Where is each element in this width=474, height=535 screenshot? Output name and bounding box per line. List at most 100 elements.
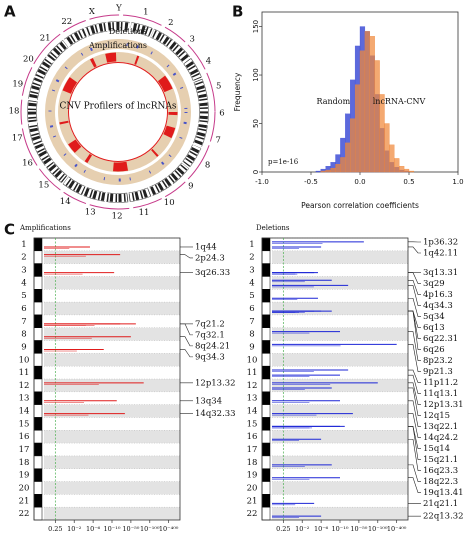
panel-title: Amplifications [19,224,71,232]
ideogram [33,481,43,495]
band-label: 8p23.2 [423,356,453,366]
ideogram [33,430,43,444]
row-band [44,507,180,520]
ideogram [261,365,271,380]
ideogram [261,404,271,418]
leader-line [408,246,421,254]
chromosome-label: Y [115,4,122,14]
row-band [272,353,408,367]
ideogram [261,442,271,457]
leader-line [408,272,421,284]
ideogram [261,340,271,354]
chromosome-label: 19 [247,471,258,481]
leader-line [180,336,193,347]
chromosome-label: 19 [12,80,23,90]
histogram-bar [354,84,361,173]
ideogram [261,481,271,495]
ideogram [261,250,271,264]
ideogram [33,494,43,508]
ideogram [33,276,43,290]
sector-gap [147,185,154,198]
chromosome-label: 16 [22,159,33,169]
leader-line [180,323,193,336]
x-tick-label: 10⁻⁶ [86,525,101,533]
band-label: 21q21.1 [423,499,458,509]
ideogram [33,353,43,367]
x-tick-label: 10⁻² [295,525,310,533]
chromosome-label: 8 [249,330,254,340]
ideogram [261,263,271,277]
ideogram [33,314,43,328]
track-label: Amplifications [88,41,147,50]
histogram-bar [335,164,341,173]
band-label: 7q21.2 [195,319,225,329]
leader-line [408,387,421,416]
ideogram [33,391,43,405]
band-label: 19q13.41 [423,488,464,498]
chromosome-label: 11 [139,208,150,218]
chromosome-label: 1 [143,7,148,17]
ideogram [261,417,271,431]
histogram-bar [320,170,326,173]
ideogram [261,237,271,252]
chromosome-label: 4 [249,278,254,288]
chromosome-label: 14 [247,407,258,417]
row-band [44,250,180,264]
x-tick-label: 10⁻² [67,525,82,533]
band-label: 6q13 [423,323,445,333]
chromosome-label: 6 [21,304,26,314]
band-label: 1q42.11 [423,249,458,259]
chromosome-label: 5 [249,291,254,301]
histogram-bar [408,170,415,173]
band-label: 16q23.3 [423,466,458,476]
chromosome-label: 2 [168,18,173,28]
deletion-ring [45,39,191,185]
x-tick-label: -1.0 [255,178,269,186]
ideogram [33,250,43,264]
sector-gap [81,185,88,197]
chromosome-label: 1 [249,240,254,250]
row-band [44,430,180,444]
chromosome-label: 3 [21,266,26,276]
row-band [44,455,180,469]
ring-edge [68,62,168,162]
chromosome-label: 17 [12,134,23,144]
band-label: 8q24.21 [195,341,230,351]
ring-edge [27,21,209,203]
histogram-bar [394,158,400,173]
leader-line [408,477,421,493]
chromosome-label: 5 [21,291,26,301]
ideogram-bands [28,22,208,202]
x-tick-label: 10⁻¹⁰⁰ [368,525,388,533]
ideogram [261,468,271,482]
chromosome-label: 9 [249,342,254,352]
band-label: 1p36.32 [423,238,458,248]
chromosome-label: 15 [38,180,49,190]
chromosome-label: X [89,7,96,17]
amplification-ring [58,52,178,172]
ideogram [33,365,43,380]
band-label: 11p11.2 [423,378,458,388]
row-band [44,327,180,341]
band-label: 9q34.3 [195,352,225,362]
ideogram [33,404,43,418]
ideogram [33,327,43,341]
chromosome-label: 2 [249,253,254,263]
leader-line [408,279,421,295]
x-tick-label: 10⁻⁵⁰ [350,525,367,533]
ideogram [33,468,43,482]
chromosome-label: 4 [21,278,26,288]
x-tick-label: 0.5 [403,178,414,186]
series-label: lncRNA-CNV [373,97,426,106]
sector-gap [62,38,71,49]
row-band [272,455,408,469]
x-tick-label: 0.25 [48,525,62,533]
ideogram [33,263,43,277]
chromosome-label: 20 [247,483,258,493]
sector-gap [128,20,132,33]
chromosome-label: 17 [19,445,30,455]
leader-line [408,331,421,361]
row-band [272,250,408,264]
histogram-bar [399,166,405,173]
leader-line [408,285,421,306]
